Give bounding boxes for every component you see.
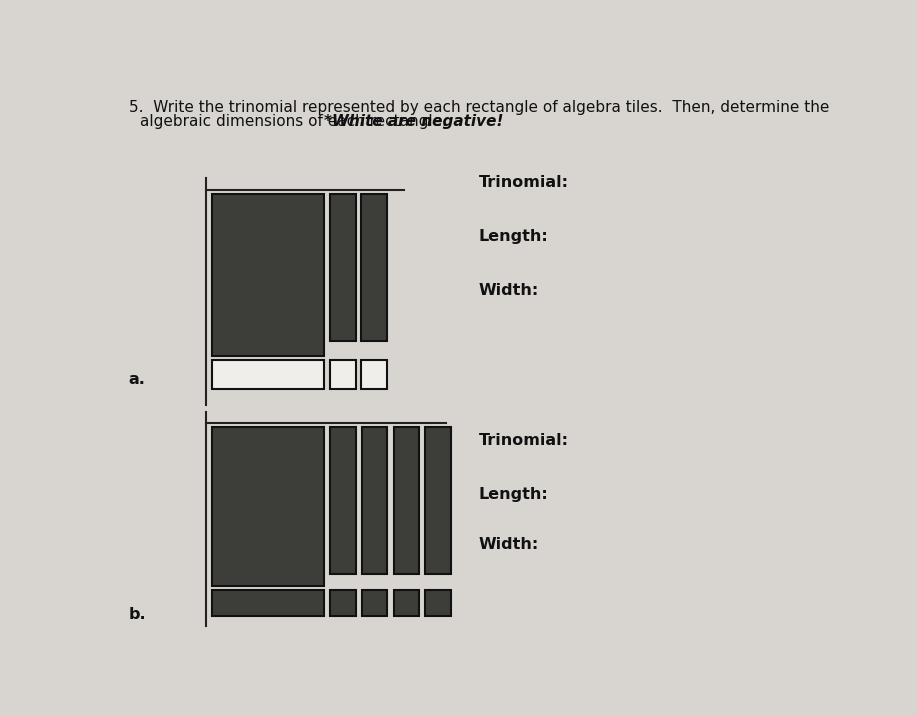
- Bar: [425, 427, 451, 574]
- Bar: [425, 589, 451, 616]
- Bar: [393, 589, 419, 616]
- Text: Length:: Length:: [479, 488, 548, 503]
- Text: *White are negative!: *White are negative!: [324, 114, 503, 129]
- Bar: [330, 360, 356, 390]
- Text: algebraic dimensions of each rectangle.: algebraic dimensions of each rectangle.: [140, 114, 457, 129]
- Text: Trinomial:: Trinomial:: [479, 175, 569, 190]
- Bar: [362, 589, 387, 616]
- Text: b.: b.: [128, 606, 146, 621]
- Bar: [330, 589, 356, 616]
- Text: Trinomial:: Trinomial:: [479, 433, 569, 448]
- Text: 5.  Write the trinomial represented by each rectangle of algebra tiles.  Then, d: 5. Write the trinomial represented by ea…: [128, 100, 829, 115]
- Bar: [212, 360, 324, 390]
- Text: Width:: Width:: [479, 284, 539, 299]
- Bar: [361, 360, 387, 390]
- Bar: [361, 194, 387, 341]
- Text: a.: a.: [128, 372, 146, 387]
- Bar: [212, 589, 324, 616]
- Bar: [212, 194, 324, 356]
- Bar: [330, 427, 356, 574]
- Bar: [393, 427, 419, 574]
- Text: Width:: Width:: [479, 537, 539, 552]
- Bar: [212, 427, 324, 586]
- Bar: [362, 427, 387, 574]
- Text: Length:: Length:: [479, 229, 548, 244]
- Bar: [330, 194, 356, 341]
